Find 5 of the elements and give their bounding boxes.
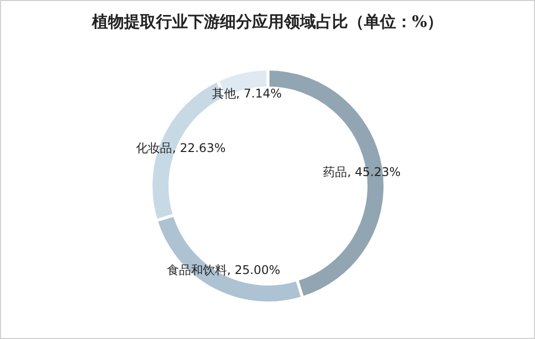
slice-label: 其他, 7.14% <box>212 86 282 100</box>
slice-label: 药品, 45.23% <box>323 164 401 179</box>
slice-label: 化妆品, 22.63% <box>136 141 226 156</box>
slice-label: 食品和饮料, 25.00% <box>166 263 280 278</box>
chart-title: 植物提取行业下游细分应用领域占比（单位：%） <box>90 12 444 31</box>
